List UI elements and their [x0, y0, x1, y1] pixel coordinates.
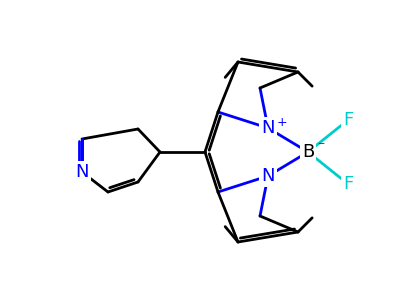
Text: B: B: [302, 143, 314, 161]
Text: ⁻: ⁻: [317, 140, 324, 154]
Text: N: N: [75, 163, 89, 181]
Text: N: N: [261, 119, 275, 137]
Text: N: N: [261, 167, 275, 185]
Text: +: +: [277, 116, 288, 130]
Text: F: F: [343, 111, 353, 129]
Text: F: F: [343, 175, 353, 193]
